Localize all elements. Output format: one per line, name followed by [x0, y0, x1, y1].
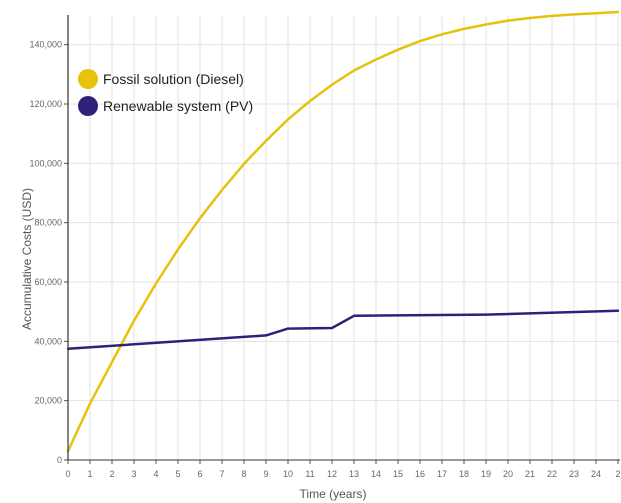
x-tick-label: 4: [153, 469, 158, 479]
x-tick-label: 23: [569, 469, 579, 479]
x-tick-label: 13: [349, 469, 359, 479]
legend-pv-label: Renewable system (PV): [103, 98, 253, 114]
x-tick-label: 3: [131, 469, 136, 479]
x-tick-label: 0: [65, 469, 70, 479]
x-axis-title: Time (years): [300, 487, 367, 501]
y-axis-ticks: 0 20,000 40,000 60,000 80,000 100,000 120,000 1…: [29, 40, 68, 465]
x-tick-label: 10: [283, 469, 293, 479]
series-lines: [66, 10, 620, 453]
x-tick-label: 6: [197, 469, 202, 479]
x-tick-label: 14: [371, 469, 381, 479]
x-tick-label: 21: [525, 469, 535, 479]
x-tick-label: 9: [263, 469, 268, 479]
y-tick-label: 120,000: [29, 99, 62, 109]
y-tick-label: 0: [57, 455, 62, 465]
x-tick-label: 17: [437, 469, 447, 479]
legend: Fossil solution (Diesel) Renewable syste…: [78, 69, 253, 116]
x-tick-label: 2: [109, 469, 114, 479]
x-tick-label: 16: [415, 469, 425, 479]
grid: [68, 15, 620, 461]
x-tick-label: 19: [481, 469, 491, 479]
x-tick-label: 24: [591, 469, 601, 479]
x-tick-label: 1: [87, 469, 92, 479]
x-tick-label: 8: [241, 469, 246, 479]
x-axis-ticks: 0 1 2 3 4 5 6 7 8 9 10 11 12 13 14 15 16 17 18 19 20 21 22 23 24…: [65, 460, 621, 479]
x-tick-label: 2: [615, 469, 620, 479]
y-tick-label: 40,000: [34, 336, 62, 346]
x-tick-label: 15: [393, 469, 403, 479]
x-tick-label: 20: [503, 469, 513, 479]
x-tick-label: 12: [327, 469, 337, 479]
y-axis-title: Accumulative Costs (USD): [20, 188, 34, 330]
series-diesel-line: [66, 10, 620, 453]
y-tick-label: 100,000: [29, 158, 62, 168]
x-tick-label: 5: [175, 469, 180, 479]
y-tick-label: 80,000: [34, 218, 62, 228]
x-tick-label: 22: [547, 469, 557, 479]
y-tick-label: 60,000: [34, 277, 62, 287]
x-tick-label: 11: [305, 469, 314, 479]
x-tick-label: 18: [459, 469, 469, 479]
legend-pv-marker: [78, 96, 98, 116]
y-tick-label: 140,000: [29, 40, 62, 50]
y-tick-label: 20,000: [34, 396, 62, 406]
x-tick-label: 7: [219, 469, 224, 479]
legend-diesel-marker: [78, 69, 98, 89]
series-pv-line: [66, 309, 620, 351]
legend-diesel-label: Fossil solution (Diesel): [103, 71, 244, 87]
